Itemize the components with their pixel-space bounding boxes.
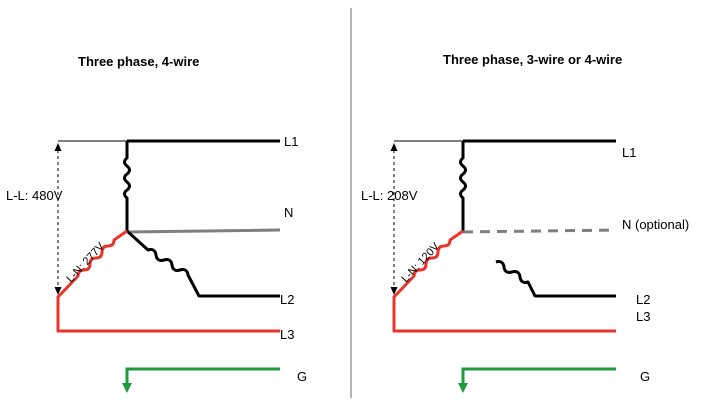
right-ll-voltage: L-L: 208V — [361, 188, 418, 203]
right-ground-line — [461, 367, 616, 384]
left-n-label: N — [284, 205, 293, 220]
left-neutral-line — [126, 228, 281, 234]
left-ll-arrow-head-up — [54, 143, 62, 151]
right-l1-coil — [459, 141, 467, 231]
right-n-label: N (optional) — [622, 217, 689, 232]
right-g-label: G — [640, 369, 650, 384]
left-g-label: G — [297, 369, 307, 384]
left-ln-voltage: L-N: 277V — [64, 240, 107, 285]
right-l3-label: L3 — [636, 309, 650, 324]
right-title: Three phase, 3-wire or 4-wire — [443, 52, 622, 67]
left-ll-arrow-head-down — [54, 287, 62, 295]
left-ll-voltage: L-L: 480V — [6, 188, 63, 203]
right-l1-label: L1 — [622, 145, 636, 160]
left-l3-coil — [56, 229, 280, 333]
right-l2-coil — [495, 260, 616, 298]
right-panel: Three phase, 3-wire or 4-wire L-L: 208V … — [361, 52, 689, 393]
right-neutral-line — [462, 228, 617, 234]
left-l1-label: L1 — [284, 134, 298, 149]
left-l3-label: L3 — [280, 327, 294, 342]
right-ll-arrow-head-down — [390, 287, 398, 295]
right-ll-arrow-head-up — [390, 143, 398, 151]
left-ground-arrow — [122, 383, 132, 393]
left-l1-coil — [123, 141, 131, 231]
left-l2-coil — [125, 229, 280, 298]
left-panel: Three phase, 4-wire L-L: 480V L1 N L2 L3… — [6, 54, 307, 393]
left-title: Three phase, 4-wire — [78, 54, 199, 69]
right-l2-label: L2 — [636, 292, 650, 307]
left-l2-label: L2 — [280, 292, 294, 307]
right-l3-coil — [392, 229, 616, 333]
right-ground-arrow — [458, 383, 468, 393]
right-ln-voltage: L-N: 120V — [399, 240, 442, 285]
left-ground-line — [125, 367, 280, 384]
